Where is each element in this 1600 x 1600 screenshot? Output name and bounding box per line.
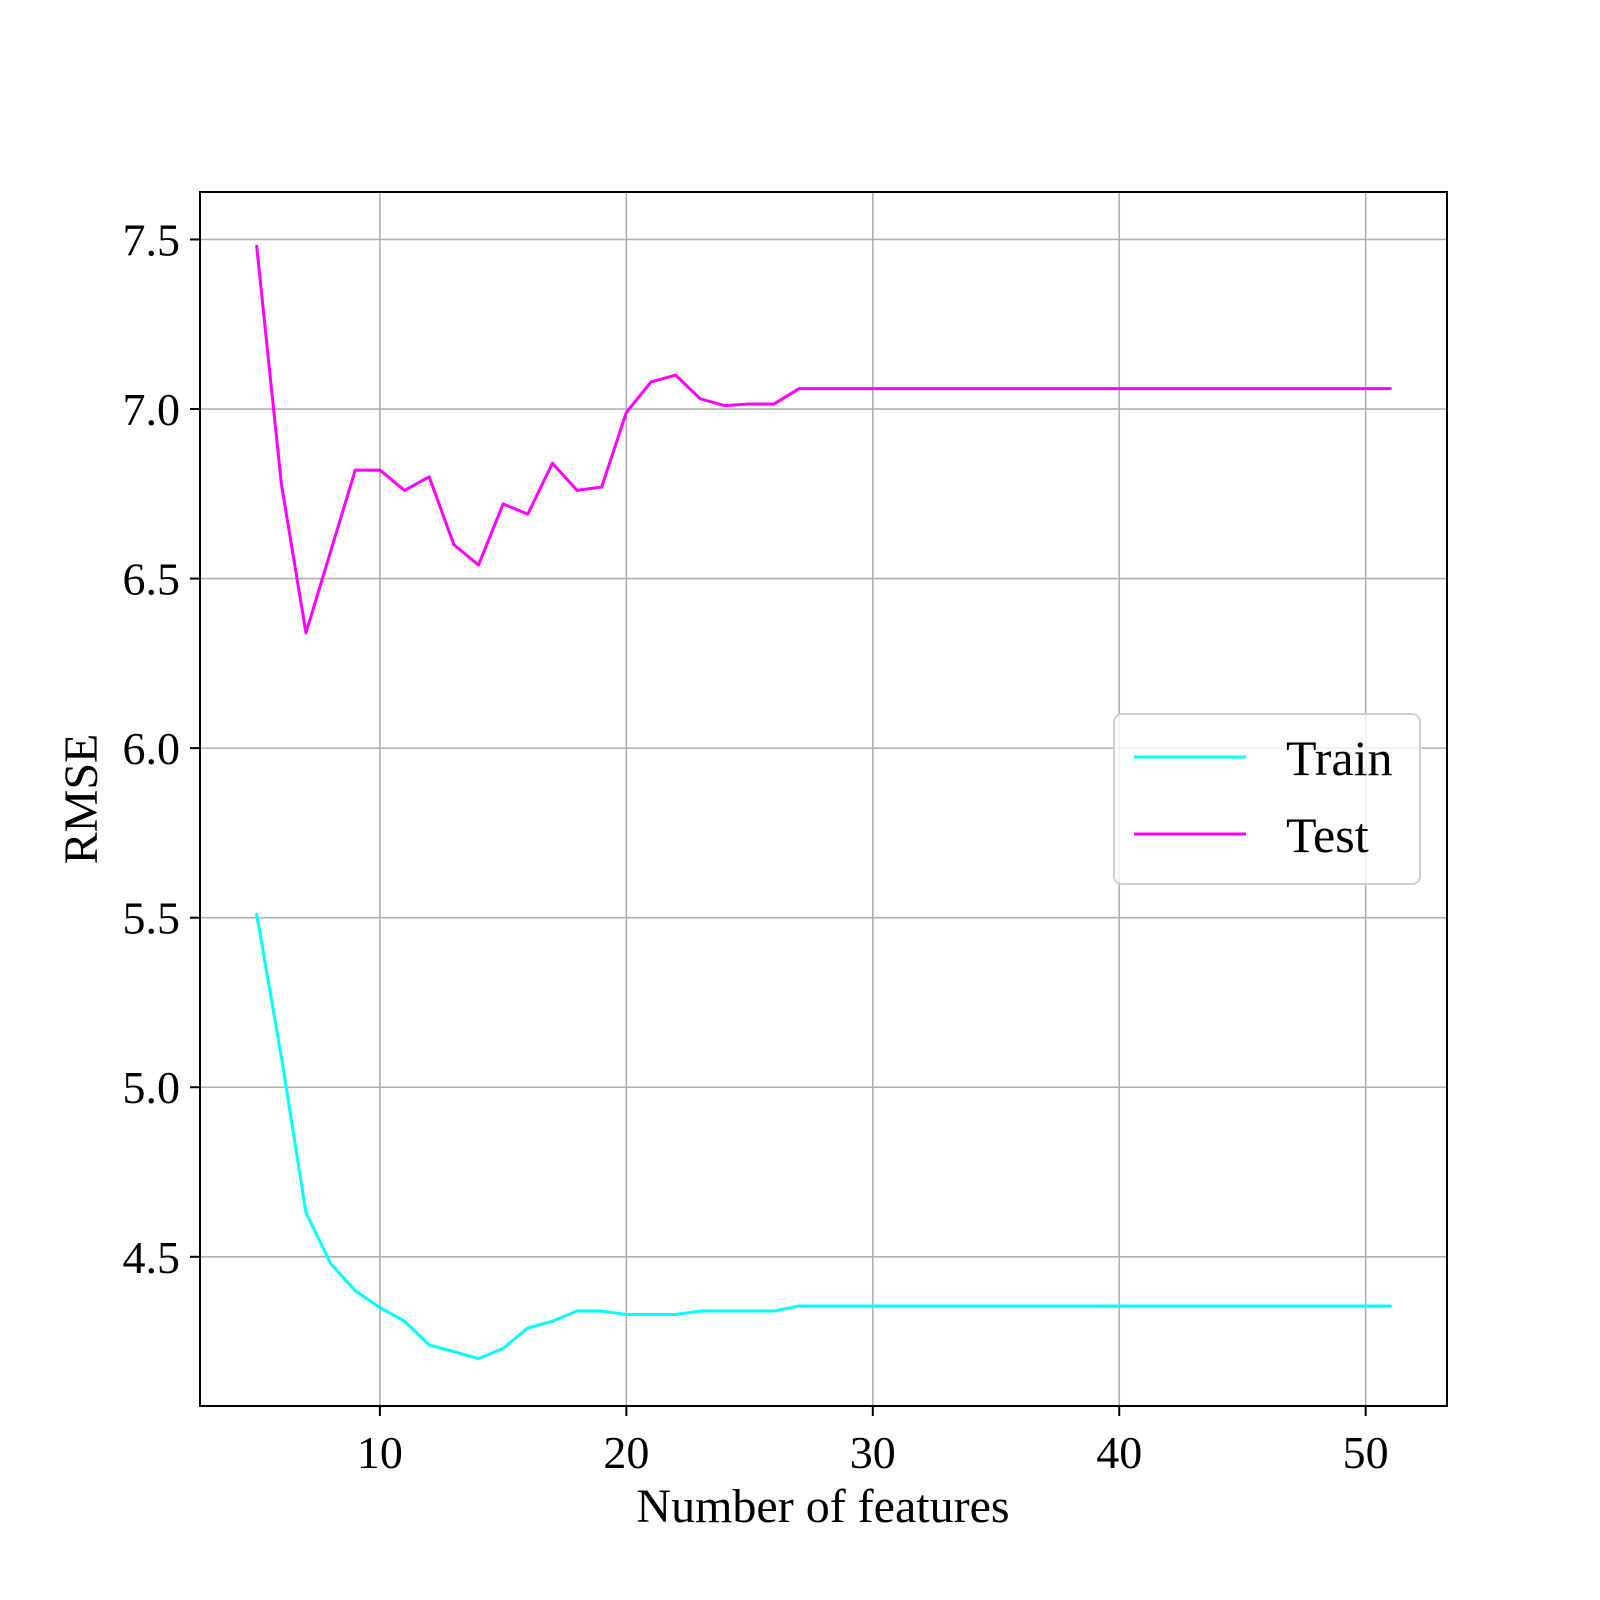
series-lines xyxy=(255,244,1392,1361)
x-tick-label: 10 xyxy=(357,1427,403,1478)
series-line-train xyxy=(255,912,1392,1361)
y-tick-label: 7.5 xyxy=(123,214,181,265)
x-tick-label: 30 xyxy=(850,1427,896,1478)
x-axis-label: Number of features xyxy=(636,1480,1009,1533)
y-tick-label: 7.0 xyxy=(123,384,181,435)
y-tick-label: 4.5 xyxy=(123,1232,181,1283)
y-tick-label: 6.0 xyxy=(123,723,181,774)
x-tick-label: 40 xyxy=(1096,1427,1142,1478)
y-tick-label: 5.5 xyxy=(123,893,181,944)
y-axis-label: RMSE xyxy=(55,734,108,865)
y-axis-ticks: 4.5 5.0 5.5 6.0 6.5 7.0 7.5 xyxy=(123,214,200,1283)
plot-area-frame xyxy=(199,191,1448,1407)
y-tick-label: 5.0 xyxy=(123,1062,181,1113)
x-tick-label: 20 xyxy=(603,1427,649,1478)
legend-label-train: Train xyxy=(1286,730,1393,786)
series-line-test xyxy=(255,244,1392,635)
legend-label-test: Test xyxy=(1286,807,1369,863)
y-tick-label: 6.5 xyxy=(123,554,181,605)
legend: Train Test xyxy=(1113,713,1421,885)
x-tick-label: 50 xyxy=(1343,1427,1389,1478)
x-axis-ticks: 10 20 30 40 50 xyxy=(357,1406,1389,1478)
